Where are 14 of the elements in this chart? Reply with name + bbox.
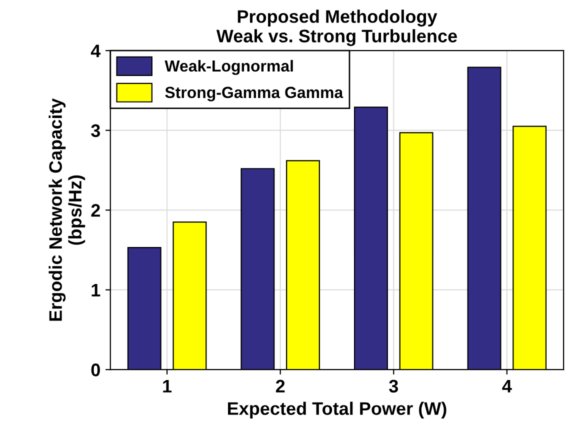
x-tick-label: 1 [163, 380, 172, 392]
y-tick-label: 3 [91, 124, 100, 138]
chart-title: Proposed Methodology Weak vs. Strong Turbulence [216, 10, 457, 46]
legend-label: Weak-Lognormal [164, 60, 293, 75]
y-tick-label: 4 [90, 44, 101, 58]
x-tick-label: 4 [502, 380, 512, 392]
legend-label: Strong-Gamma Gamma [165, 86, 344, 102]
y-tick-label: 1 [92, 284, 100, 296]
x-axis-title: Expected Total Power (W) [228, 402, 446, 419]
x-tick-label: 3 [389, 380, 398, 393]
y-tick-label: 0 [91, 364, 100, 376]
y-axis-title: Ergodic Network Capacity (bps/Hz) [48, 98, 86, 321]
x-tick-label: 2 [276, 380, 285, 392]
y-tick-label: 2 [91, 204, 100, 217]
